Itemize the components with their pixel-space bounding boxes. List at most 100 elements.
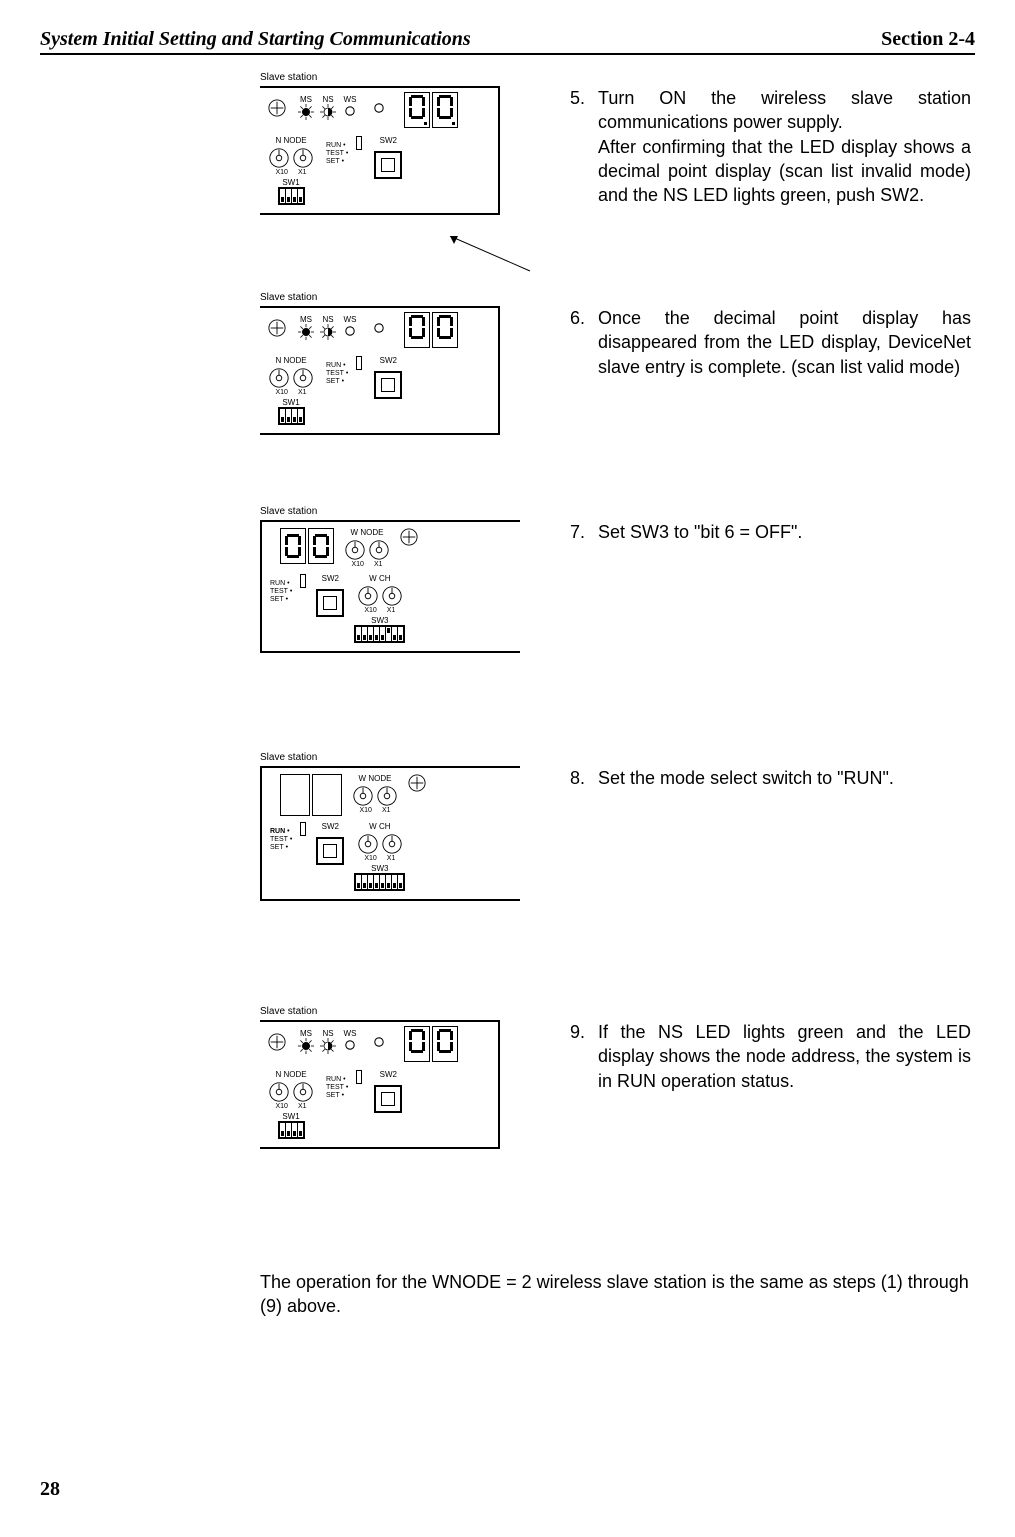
sw2-button[interactable]: [374, 371, 402, 399]
dip-switch[interactable]: [374, 875, 379, 889]
screw-icon: [408, 774, 426, 797]
dip-switch-bank[interactable]: [354, 625, 405, 643]
dip-switch-bank[interactable]: [354, 873, 405, 891]
sw1-label: SW1: [282, 398, 299, 407]
seven-seg-digit: [432, 312, 458, 348]
mode-select[interactable]: RUNTESTSET: [326, 362, 348, 385]
sw2-button[interactable]: [316, 589, 344, 617]
x10-label: X10: [275, 169, 287, 176]
dip-switch[interactable]: [298, 1123, 303, 1137]
mode-slider[interactable]: [300, 574, 306, 588]
step-row: Slave station MSNSWS N NODE X10X1 SW1: [260, 1020, 975, 1149]
dip-switch[interactable]: [368, 627, 373, 641]
sw2-button[interactable]: [374, 1085, 402, 1113]
mode-select[interactable]: RUNTESTSET: [270, 580, 292, 603]
led-label: WS: [342, 1029, 358, 1038]
seven-segment-display: [404, 92, 458, 128]
n-node-label: N NODE: [275, 136, 306, 145]
x10-label: X10: [359, 807, 371, 814]
dip-switch[interactable]: [380, 627, 385, 641]
w-ch-label: W CH: [369, 822, 390, 831]
diagram: Slave station W NODE X10X1 RUNTESTSET SW…: [260, 766, 540, 901]
dip-switch[interactable]: [292, 409, 297, 423]
dip-switch[interactable]: [280, 1123, 285, 1137]
mode-slider[interactable]: [356, 356, 362, 370]
x10-label: X10: [364, 855, 376, 862]
dip-switch[interactable]: [356, 875, 361, 889]
header-section: Section 2-4: [881, 28, 975, 51]
n-node-label: N NODE: [275, 1070, 306, 1079]
dip-switch[interactable]: [392, 875, 397, 889]
slave-station-label: Slave station: [260, 72, 317, 83]
sw2-button[interactable]: [316, 837, 344, 865]
sw2-label: SW2: [316, 574, 344, 583]
dip-switch[interactable]: [298, 189, 303, 203]
dip-switch-bank[interactable]: [278, 1121, 305, 1139]
seven-seg-digit: [432, 92, 458, 128]
dip-switch[interactable]: [386, 875, 391, 889]
screw-icon: [400, 528, 418, 551]
sw2-button[interactable]: [374, 151, 402, 179]
sw2-label: SW2: [374, 356, 402, 365]
header-title: System Initial Setting and Starting Comm…: [40, 28, 471, 51]
dip-switch[interactable]: [368, 875, 373, 889]
dip-switch[interactable]: [286, 189, 291, 203]
sw3-label: SW3: [371, 616, 388, 625]
slave-station-label: Slave station: [260, 292, 317, 303]
dip-switch[interactable]: [398, 627, 403, 641]
step-number: 5.: [570, 86, 598, 110]
led-icon: [298, 1038, 314, 1054]
led-icon: [342, 1038, 358, 1054]
mode-select[interactable]: RUNTESTSET: [270, 828, 292, 851]
mode-select[interactable]: RUNTESTSET: [326, 142, 348, 165]
x1-label: X1: [387, 607, 396, 614]
x1-label: X1: [298, 1103, 307, 1110]
sw2-label: SW2: [374, 136, 402, 145]
dip-switch-bank[interactable]: [278, 187, 305, 205]
dip-switch[interactable]: [380, 875, 385, 889]
slave-station-label: Slave station: [260, 1006, 317, 1017]
dip-switch[interactable]: [386, 627, 391, 641]
x10-label: X10: [351, 561, 363, 568]
led-label: NS: [320, 95, 336, 104]
sw3-label: SW3: [371, 864, 388, 873]
dip-switch[interactable]: [292, 189, 297, 203]
x1-label: X1: [374, 561, 383, 568]
step-row: Slave station W NODE X10X1 RUNTESTSET SW…: [260, 766, 975, 901]
mode-slider[interactable]: [300, 822, 306, 836]
mode-select[interactable]: RUNTESTSET: [326, 1076, 348, 1099]
led-label: NS: [320, 1029, 336, 1038]
dip-switch[interactable]: [292, 1123, 297, 1137]
mode-slider[interactable]: [356, 136, 362, 150]
mode-slider[interactable]: [356, 1070, 362, 1084]
led-icon: [320, 324, 336, 340]
dip-switch-bank[interactable]: [278, 407, 305, 425]
dip-switch[interactable]: [362, 875, 367, 889]
seven-seg-digit: [404, 92, 430, 128]
dip-switch[interactable]: [286, 409, 291, 423]
diagram: Slave station MSNSWS N NODE X10X1 SW1: [260, 1020, 540, 1149]
dip-switch[interactable]: [286, 1123, 291, 1137]
mode-option: SET: [326, 158, 348, 165]
dip-switch[interactable]: [362, 627, 367, 641]
dip-switch[interactable]: [398, 875, 403, 889]
dip-switch[interactable]: [280, 409, 285, 423]
x10-label: X10: [275, 389, 287, 396]
dip-switch[interactable]: [356, 627, 361, 641]
seven-seg-digit: [280, 774, 310, 816]
led-icon: [298, 324, 314, 340]
mode-option: TEST: [326, 370, 348, 377]
mode-option: TEST: [270, 836, 292, 843]
dip-switch[interactable]: [392, 627, 397, 641]
x1-label: X1: [387, 855, 396, 862]
mode-option: SET: [326, 378, 348, 385]
dip-switch[interactable]: [280, 189, 285, 203]
mode-option: SET: [270, 596, 292, 603]
x10-label: X10: [275, 1103, 287, 1110]
dip-switch[interactable]: [298, 409, 303, 423]
screw-icon: [268, 319, 286, 342]
dip-switch[interactable]: [374, 627, 379, 641]
step-text: 6.Once the decimal point display has dis…: [570, 306, 975, 435]
seven-segment-display: [404, 312, 458, 348]
seven-seg-digit: [404, 312, 430, 348]
